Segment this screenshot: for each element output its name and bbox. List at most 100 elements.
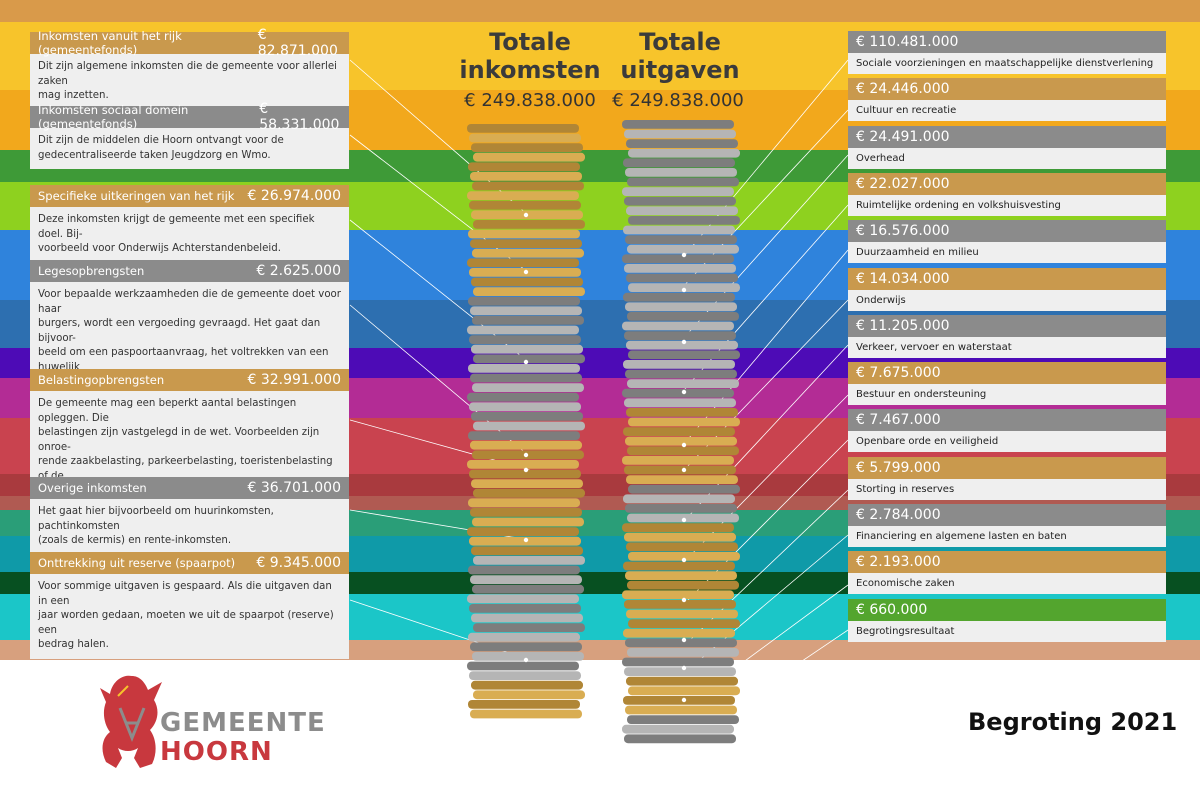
- coin: [625, 235, 737, 244]
- coin: [622, 523, 734, 532]
- coin: [467, 258, 579, 268]
- coin: [627, 446, 739, 456]
- coin: [473, 152, 585, 162]
- expense-label: Onderwijs: [848, 289, 1166, 311]
- expense-label: Verkeer, vervoer en waterstaat: [848, 336, 1166, 358]
- coin: [622, 187, 734, 196]
- expense-label: Storting in reserves: [848, 478, 1166, 500]
- income-card: Onttrekking uit reserve (spaarpot) € 9.34…: [30, 552, 349, 659]
- coin: [628, 283, 740, 292]
- coin: [626, 340, 738, 350]
- income-description-line: Voor sommige uitgaven is gespaard. Als d…: [38, 581, 332, 607]
- coin: [467, 124, 579, 133]
- connector-pin: [681, 557, 687, 563]
- coin: [471, 277, 583, 287]
- coin: [473, 623, 585, 632]
- coin: [472, 181, 584, 191]
- coin: [470, 508, 582, 517]
- income-title: Totale inkomsten: [459, 28, 601, 84]
- coin: [472, 652, 584, 661]
- coin: [469, 671, 581, 680]
- coin: [623, 494, 735, 504]
- coin: [622, 724, 734, 734]
- coin: [625, 571, 737, 580]
- connector-pin: [681, 339, 687, 345]
- coin: [624, 600, 736, 609]
- coin: [468, 431, 580, 440]
- coin: [467, 191, 579, 200]
- expense-label: Openbare orde en veiligheid: [848, 431, 1166, 453]
- income-description: Dit zijn de middelen die Hoorn ontvangt …: [30, 128, 349, 169]
- coin: [470, 440, 582, 450]
- income-description-line: gedecentraliseerde taken Jeugdzorg en Wm…: [38, 149, 271, 161]
- coin: [626, 542, 738, 552]
- coin: [624, 196, 736, 206]
- coin: [627, 715, 739, 724]
- expense-card: € 660.000 Begrotingsresultaat: [848, 598, 1166, 642]
- coin: [472, 316, 584, 325]
- income-label: Specifieke uitkeringen van het rijk: [38, 189, 235, 203]
- coin: [625, 436, 737, 446]
- income-amount: € 2.625.000: [256, 263, 341, 279]
- coin: [473, 556, 585, 565]
- coin: [627, 244, 739, 254]
- coin: [625, 705, 737, 715]
- background-band: [0, 0, 1200, 22]
- coin: [468, 296, 580, 306]
- coin: [470, 306, 582, 316]
- coin: [627, 177, 739, 187]
- coin: [622, 590, 734, 600]
- coin: [473, 354, 585, 364]
- coin: [467, 661, 579, 671]
- income-coin-stack: [467, 124, 585, 719]
- expense-label: Begrotingsresultaat: [848, 620, 1166, 642]
- connector-pin: [681, 517, 687, 523]
- coin: [624, 129, 736, 139]
- income-description-line: Het gaat hier bijvoorbeeld om huurinkoms…: [38, 506, 274, 532]
- coin: [469, 402, 581, 412]
- coin: [624, 331, 736, 340]
- income-description-line: (zoals de kermis) en rente-inkomsten.: [38, 535, 232, 546]
- coin: [622, 120, 734, 129]
- income-description-line: De gemeente mag een beperkt aantal belas…: [38, 398, 297, 424]
- income-card-header: Inkomsten vanuit het rijk (gemeentefonds…: [30, 27, 349, 59]
- coin: [625, 369, 737, 379]
- income-description-line: mag inzetten.: [38, 90, 109, 101]
- coin: [627, 648, 739, 657]
- coin: [623, 292, 735, 302]
- income-total: € 249.838.000: [464, 90, 596, 111]
- income-card: Inkomsten sociaal domein (gemeentefonds)…: [30, 101, 349, 169]
- expense-card: € 24.491.000 Overhead: [848, 125, 1166, 169]
- coin: [473, 287, 585, 296]
- expense-label: Financiering en algemene lasten en baten: [848, 526, 1166, 547]
- coin: [472, 248, 584, 258]
- coin: [469, 335, 581, 344]
- coin: [472, 517, 584, 527]
- expense-coin-stack: [622, 120, 740, 744]
- expense-card: € 5.799.000 Storting in reserves: [848, 456, 1166, 500]
- coin: [623, 225, 735, 235]
- income-description: Het gaat hier bijvoorbeeld om huurinkoms…: [30, 499, 349, 555]
- coin: [468, 498, 580, 508]
- income-card: Inkomsten vanuit het rijk (gemeentefonds…: [30, 27, 349, 110]
- expense-card: € 16.576.000 Duurzaamheid en milieu: [848, 220, 1166, 264]
- coin: [622, 456, 734, 465]
- coin: [622, 388, 734, 398]
- coin: [467, 527, 579, 536]
- coin: [469, 604, 581, 613]
- coin: [467, 460, 579, 469]
- connector-pin: [523, 657, 529, 663]
- expense-amount: € 24.491.000: [848, 125, 1166, 148]
- coin: [627, 312, 739, 321]
- income-amount: € 82.871.000: [257, 27, 338, 59]
- expense-card: € 24.446.000 Cultuur en recreatie: [848, 78, 1166, 122]
- income-label: Legesopbrengsten: [38, 264, 145, 278]
- coin: [624, 398, 736, 408]
- coin: [623, 696, 735, 705]
- connector-pin: [523, 452, 529, 458]
- coin: [470, 239, 582, 248]
- coin: [624, 264, 736, 273]
- income-description-line: Dit zijn algemene inkomsten die de gemee…: [38, 61, 337, 87]
- coin: [628, 417, 740, 427]
- expense-amount: € 2.193.000: [848, 551, 1166, 574]
